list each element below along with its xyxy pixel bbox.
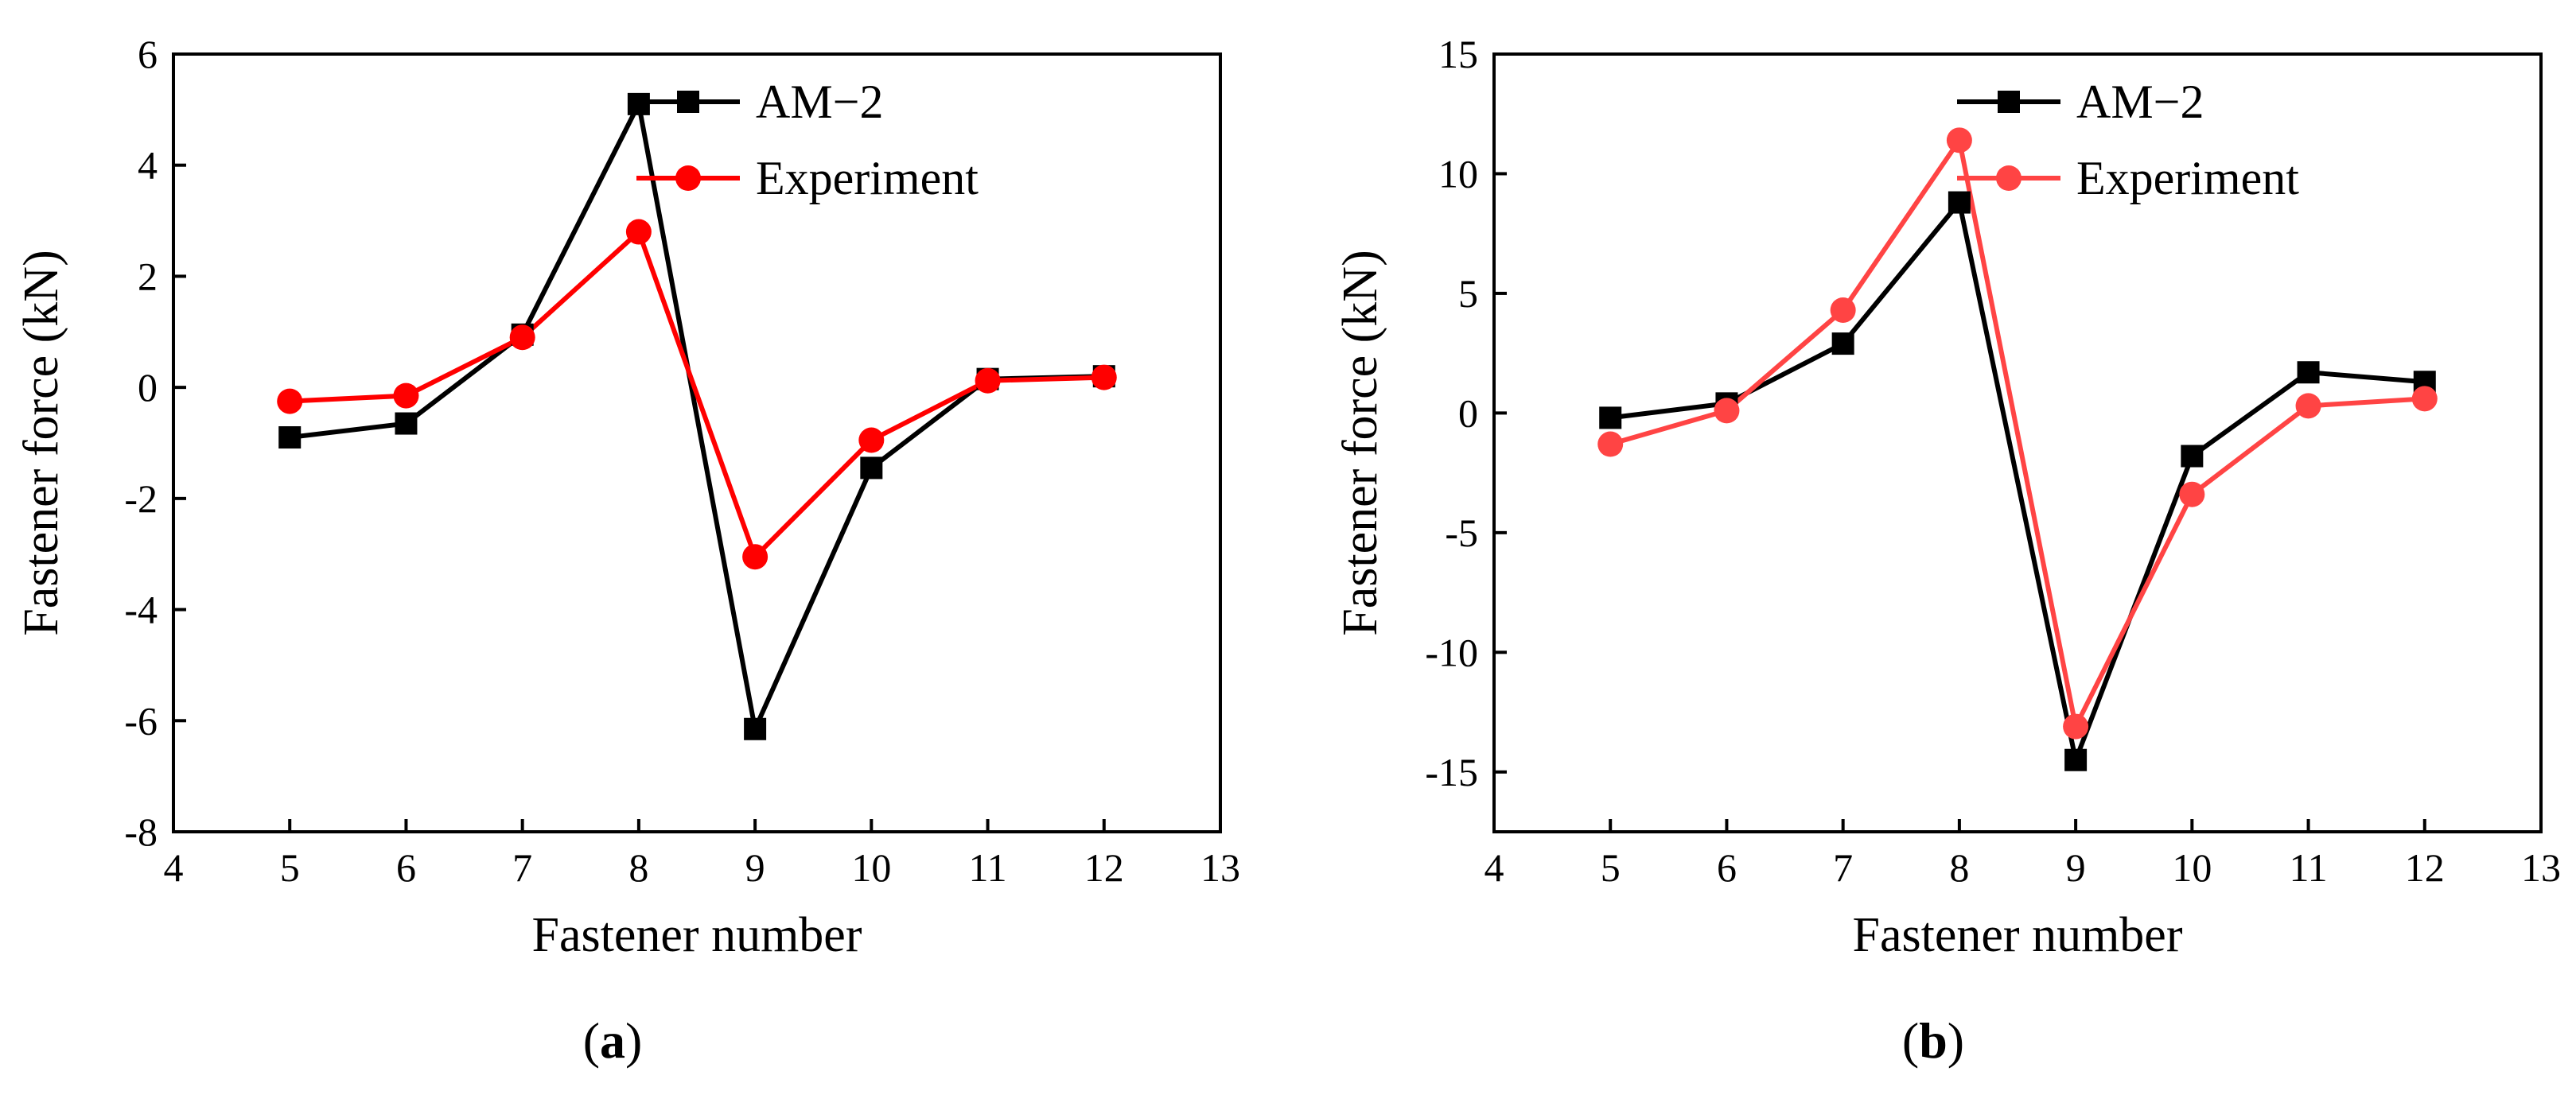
x-axis-title: Fastener number (1853, 908, 2183, 962)
chart-b: 4 5 6 7 8 9 10 11 12 13 -15 -10 -5 0 5 10 15 Fastener num… (1333, 32, 2561, 1069)
caption-letter: b (1919, 1012, 1948, 1069)
y-axis-title: Fastener force (kN) (1333, 250, 1387, 635)
data-point-experiment (277, 388, 303, 414)
x-tick-label: 12 (2405, 845, 2445, 890)
data-point-am2 (1599, 406, 1622, 429)
y-tick-label: -15 (1425, 750, 1478, 794)
x-tick-label: 5 (280, 845, 300, 890)
data-point-am2 (744, 717, 767, 740)
x-axis-title: Fastener number (532, 908, 862, 962)
caption-letter: a (600, 1012, 625, 1069)
data-point-am2 (2181, 445, 2204, 468)
x-tick-label: 12 (1084, 845, 1124, 890)
legend-marker-am2 (677, 91, 699, 113)
series-line-am2 (1609, 196, 2426, 769)
y-tick-label: -2 (124, 476, 158, 521)
y-tick-label: 5 (1458, 271, 1478, 316)
x-tick-label: 4 (1485, 845, 1504, 890)
legend-label-experiment: Experiment (756, 152, 979, 204)
legend-marker-experiment (1996, 165, 2021, 191)
y-tick-label: -4 (124, 588, 158, 632)
data-point-experiment (742, 544, 769, 570)
legend-label-experiment: Experiment (2076, 152, 2299, 204)
legend-marker-experiment (675, 165, 701, 191)
y-tick-label: -8 (124, 810, 158, 854)
legend-label-am2: AM−2 (756, 76, 884, 128)
data-point-experiment (858, 427, 885, 453)
data-point-am2 (278, 426, 302, 449)
caption-close-paren: ) (625, 1012, 642, 1069)
y-axis-title: Fastener force (kN) (14, 250, 68, 635)
data-point-experiment (2295, 393, 2321, 419)
legend-marker-am2 (1998, 91, 2020, 113)
data-point-experiment (2063, 713, 2089, 740)
data-point-experiment (1597, 431, 1624, 457)
x-tick-label: 9 (745, 845, 765, 890)
x-tick-label: 11 (2289, 845, 2327, 890)
y-tick-label: -6 (124, 698, 158, 743)
data-point-am2 (1948, 191, 1971, 214)
series-line-am2 (289, 96, 1104, 737)
caption-close-paren: ) (1948, 1012, 1964, 1069)
series-line-experiment (290, 227, 1104, 561)
x-tick-label: 7 (512, 845, 532, 890)
x-tick-label: 8 (1949, 845, 1969, 890)
x-tick-label: 10 (851, 845, 891, 890)
y-tick-label: -10 (1425, 630, 1478, 674)
y-tick-label: 15 (1438, 32, 1478, 76)
caption-open-paren: ( (583, 1012, 600, 1069)
panel-caption: (a) (583, 1012, 643, 1069)
data-point-experiment (1830, 297, 1856, 323)
data-point-am2 (2297, 361, 2320, 384)
x-tick-label: 6 (1717, 845, 1737, 890)
x-tick-label: 11 (968, 845, 1006, 890)
plot-frame (172, 52, 1222, 833)
data-point-experiment (625, 219, 652, 245)
legend-label-am2: AM−2 (2076, 76, 2204, 128)
caption-open-paren: ( (1902, 1012, 1919, 1069)
series-line-experiment (1609, 134, 2425, 734)
data-point-am2 (1831, 332, 1854, 355)
x-tick-label: 5 (1601, 845, 1621, 890)
data-point-experiment (2411, 386, 2438, 412)
chart-a: 4 5 6 7 8 9 10 11 12 13 -8 -6 -4 -2 0 2 4 6 Fastener numbe… (14, 32, 1240, 1069)
plot-frame (1492, 52, 2543, 833)
x-tick-label: 13 (1200, 845, 1240, 890)
y-tick-label: -5 (1445, 511, 1478, 555)
x-tick-label: 10 (2172, 845, 2212, 890)
x-tick-label: 9 (2066, 845, 2086, 890)
x-tick-label: 4 (164, 845, 184, 890)
data-point-experiment (393, 382, 419, 409)
y-tick-label: 0 (1458, 390, 1478, 435)
x-tick-label: 8 (628, 845, 648, 890)
data-point-experiment (1091, 364, 1117, 390)
x-tick-label: 7 (1833, 845, 1853, 890)
panel-caption: (b) (1902, 1012, 1964, 1069)
data-point-experiment (1714, 398, 1740, 424)
data-point-experiment (975, 367, 1001, 394)
x-tick-label: 6 (396, 845, 416, 890)
x-tick-label: 13 (2521, 845, 2561, 890)
data-point-experiment (509, 324, 535, 351)
y-tick-label: 2 (138, 254, 158, 298)
data-point-am2 (2064, 748, 2088, 771)
y-tick-label: 6 (138, 32, 158, 76)
y-tick-label: 4 (138, 143, 158, 188)
y-tick-label: 10 (1438, 151, 1478, 196)
data-point-experiment (2179, 481, 2205, 507)
data-point-experiment (1946, 127, 1972, 153)
y-tick-label: 0 (138, 365, 158, 410)
data-point-am2 (860, 456, 883, 480)
data-point-am2 (395, 412, 418, 435)
